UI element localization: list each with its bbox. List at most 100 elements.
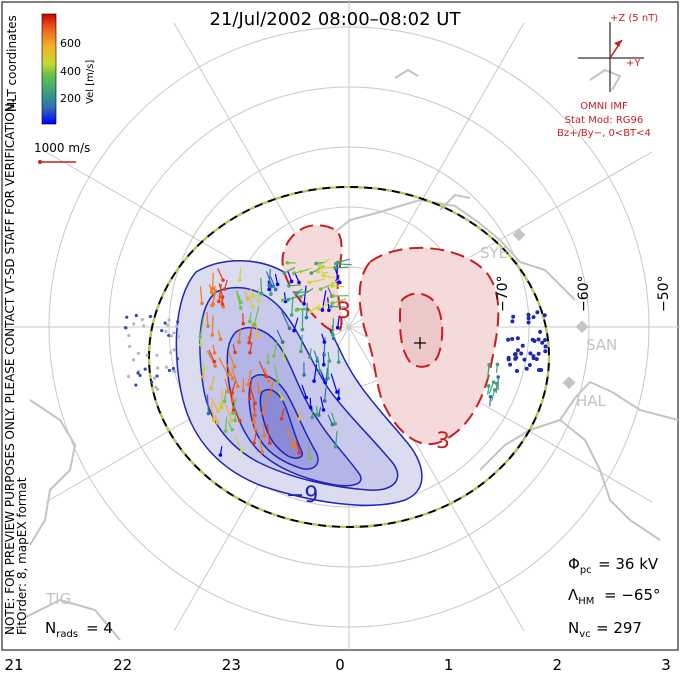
zero-velocity-point: [513, 356, 518, 361]
svg-text:= 4: = 4: [86, 619, 113, 637]
velocity-vector: [218, 399, 223, 411]
vector-origin: [308, 405, 313, 410]
vector-origin: [266, 360, 271, 365]
mlt-tick-label: 3: [661, 656, 671, 674]
velocity-vector: [330, 305, 346, 308]
vector-origin: [331, 336, 336, 341]
velocity-vector: [286, 428, 294, 446]
vector-origin: [220, 302, 225, 306]
velocity-colorbar: [41, 13, 57, 125]
zero-velocity-point: [148, 314, 153, 319]
vector-origin: [282, 357, 286, 361]
velocity-vector: [293, 268, 309, 274]
vector-origin: [276, 380, 280, 384]
vector-origin: [293, 291, 298, 295]
vector-origin: [212, 418, 216, 423]
velocity-vector: [316, 356, 321, 372]
zero-velocity-point: [519, 351, 524, 356]
velocity-vector: [218, 283, 222, 302]
vector-origin: [231, 408, 236, 412]
velocity-vector: [231, 380, 236, 394]
mlt-tick-label: 21: [4, 656, 23, 674]
vector-origin: [336, 360, 341, 364]
vector-origin: [212, 351, 217, 355]
svg-text:= 297: = 297: [596, 619, 642, 637]
vector-origin: [202, 367, 206, 372]
vector-origin: [297, 280, 301, 285]
mlt-tick-label: 22: [113, 656, 132, 674]
vector-origin: [308, 456, 313, 461]
zero-velocity-point: [150, 380, 154, 384]
vector-origin: [487, 362, 491, 367]
zero-velocity-point: [531, 354, 536, 359]
zero-velocity-point: [536, 351, 541, 356]
vector-origin: [247, 396, 252, 401]
vector-origin: [226, 373, 230, 377]
zero-velocity-point: [160, 328, 164, 333]
colorbar-tick: 200: [60, 92, 81, 105]
vector-origin: [312, 379, 316, 383]
zero-velocity-point: [527, 363, 532, 368]
vector-origin: [317, 263, 322, 268]
vector-origin: [330, 422, 335, 427]
vector-origin: [285, 260, 290, 265]
velocity-vector: [262, 396, 268, 414]
vector-origin: [247, 319, 252, 324]
svg-text:= −65°: = −65°: [604, 586, 661, 604]
zero-velocity-point: [167, 368, 172, 373]
vector-origin: [302, 373, 306, 377]
velocity-vector: [249, 379, 253, 399]
vector-origin: [216, 408, 221, 413]
vector-origin: [496, 375, 501, 379]
imf-z-label: +Z (5 nT): [610, 13, 658, 24]
vector-origin: [307, 280, 312, 285]
vector-origin: [291, 271, 296, 276]
vector-origin: [289, 279, 294, 284]
zero-velocity-point: [520, 343, 525, 348]
coords-label: MLT coordinates: [5, 15, 19, 112]
velocity-vector: [300, 288, 314, 298]
zero-velocity-point: [536, 337, 541, 342]
mlt-axis: 21 22 23 0 1 2 3: [4, 656, 670, 674]
vector-origin: [240, 448, 244, 453]
zero-velocity-point: [526, 320, 531, 325]
vector-origin: [310, 415, 315, 420]
vector-origin: [264, 374, 268, 379]
vector-origin: [222, 399, 227, 404]
velocity-vector: [199, 286, 203, 304]
zero-velocity-point: [136, 351, 140, 356]
zero-velocity-point: [167, 333, 171, 338]
velocity-vector: [210, 375, 215, 389]
velocity-vector: [320, 396, 325, 411]
vector-origin: [292, 328, 296, 333]
velocity-vector: [319, 258, 331, 267]
zero-velocity-point: [176, 320, 180, 324]
vector-origin: [335, 390, 339, 394]
vector-origin: [257, 390, 261, 394]
hm-boundary-dash: [148, 186, 550, 528]
vector-origin: [199, 342, 203, 347]
zero-velocity-point: [155, 353, 159, 357]
vector-origin: [216, 299, 221, 304]
velocity-vector: [238, 328, 241, 343]
velocity-vector: [210, 398, 219, 412]
vector-origin: [292, 445, 297, 450]
zero-velocity-point: [175, 324, 179, 328]
zero-velocity-point: [526, 312, 531, 317]
velocity-vector: [255, 322, 259, 337]
zero-velocity-point: [172, 331, 176, 335]
stat-n-vc: Nvc = 297: [568, 619, 642, 640]
vector-origin: [211, 302, 215, 306]
velocity-vector: [324, 387, 327, 402]
velocity-vector: [491, 389, 496, 402]
vector-origin: [315, 412, 319, 417]
vector-origin: [272, 354, 276, 358]
vector-origin: [247, 340, 252, 345]
vector-origin: [322, 399, 327, 403]
zero-velocity-point: [163, 321, 167, 325]
zero-velocity-point: [136, 371, 140, 375]
lat-label-60: −60°: [576, 275, 592, 312]
vector-origin: [321, 273, 326, 278]
zero-velocity-point: [510, 319, 515, 324]
